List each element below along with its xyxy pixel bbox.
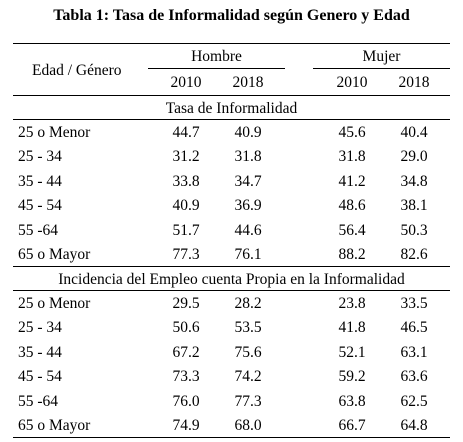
row-label: 35 - 44	[18, 172, 62, 190]
table-title: Tabla 1: Tasa de Informalidad según Gene…	[53, 7, 410, 24]
row-label: 45 - 54	[18, 197, 62, 215]
table-cell: 36.9	[234, 197, 262, 215]
table-cell: 68.0	[234, 417, 262, 434]
table-cell: 64.8	[400, 417, 428, 434]
table-cell: 88.2	[338, 246, 366, 263]
table-cell: 77.3	[172, 246, 200, 263]
table-cell: 67.2	[172, 343, 200, 361]
table-cell: 76.1	[234, 246, 262, 263]
table-cell: 40.9	[172, 197, 200, 215]
top-rule	[13, 43, 450, 44]
table-cell: 50.3	[400, 221, 428, 239]
hombre-underline	[148, 68, 285, 69]
table-cell: 62.5	[400, 392, 428, 410]
row-label: 35 - 44	[18, 343, 62, 361]
table-cell: 50.6	[172, 319, 200, 337]
table-cell: 66.7	[338, 417, 366, 434]
group-header-hombre: Hombre	[191, 48, 242, 65]
table-cell: 76.0	[172, 392, 200, 410]
table-cell: 41.2	[338, 172, 366, 190]
row-label: 25 o Menor	[18, 295, 91, 312]
year-header-mujer-2010: 2010	[336, 74, 368, 91]
row-label: 65 o Mayor	[18, 246, 91, 263]
table-cell: 63.1	[400, 343, 428, 361]
table-cell: 63.6	[400, 368, 428, 386]
table-cell: 52.1	[338, 343, 366, 361]
table-cell: 33.5	[400, 295, 428, 312]
section2-rule	[13, 290, 450, 291]
table-cell: 28.2	[234, 295, 262, 312]
row-label: 25 - 34	[18, 319, 62, 337]
table-cell: 33.8	[172, 172, 200, 190]
table-cell: 40.9	[234, 124, 262, 141]
table-cell: 40.4	[400, 124, 428, 141]
table-cell: 77.3	[234, 392, 262, 410]
row-label: 55 -64	[18, 392, 59, 410]
table-cell: 74.9	[172, 417, 200, 434]
row-label: 25 o Menor	[18, 124, 91, 141]
table-cell: 38.1	[400, 197, 428, 215]
table-cell: 29.0	[400, 148, 428, 166]
row-header: Edad / Género	[32, 62, 122, 79]
row-label: 65 o Mayor	[18, 417, 91, 434]
table-cell: 31.8	[338, 148, 366, 166]
section-divider-rule	[13, 266, 450, 267]
table-cell: 23.8	[338, 295, 366, 312]
table-cell: 75.6	[234, 343, 262, 361]
row-label: 25 - 34	[18, 148, 62, 166]
table-cell: 41.8	[338, 319, 366, 337]
table-cell: 53.5	[234, 319, 262, 337]
table-cell: 59.2	[338, 368, 366, 386]
table-cell: 46.5	[400, 319, 428, 337]
section-title: Incidencia del Empleo cuenta Propia en l…	[58, 271, 405, 288]
table-cell: 73.3	[172, 368, 200, 386]
table-cell: 56.4	[338, 221, 366, 239]
table-cell: 31.8	[234, 148, 262, 166]
table-cell: 48.6	[338, 197, 366, 215]
year-header-hombre-2010: 2010	[170, 74, 202, 91]
table-cell: 29.5	[172, 295, 200, 312]
section-title: Tasa de Informalidad	[165, 100, 298, 117]
row-label: 55 -64	[18, 221, 59, 239]
table-cell: 45.6	[338, 124, 366, 141]
table-cell: 44.7	[172, 124, 200, 141]
table-cell: 74.2	[234, 368, 262, 386]
section1-rule	[13, 119, 450, 120]
mujer-underline	[313, 68, 450, 69]
group-header-mujer: Mujer	[362, 48, 401, 65]
table-cell: 51.7	[172, 221, 200, 239]
row-label: 45 - 54	[18, 368, 62, 386]
year-header-hombre-2018: 2018	[232, 74, 264, 91]
bottom-rule	[13, 437, 450, 438]
header-bottom-rule	[13, 95, 450, 96]
table-cell: 63.8	[338, 392, 366, 410]
table-cell: 44.6	[234, 221, 262, 239]
table-cell: 34.7	[234, 172, 262, 190]
table-cell: 34.8	[400, 172, 428, 190]
table-cell: 82.6	[400, 246, 428, 263]
year-header-mujer-2018: 2018	[398, 74, 430, 91]
table-cell: 31.2	[172, 148, 200, 166]
